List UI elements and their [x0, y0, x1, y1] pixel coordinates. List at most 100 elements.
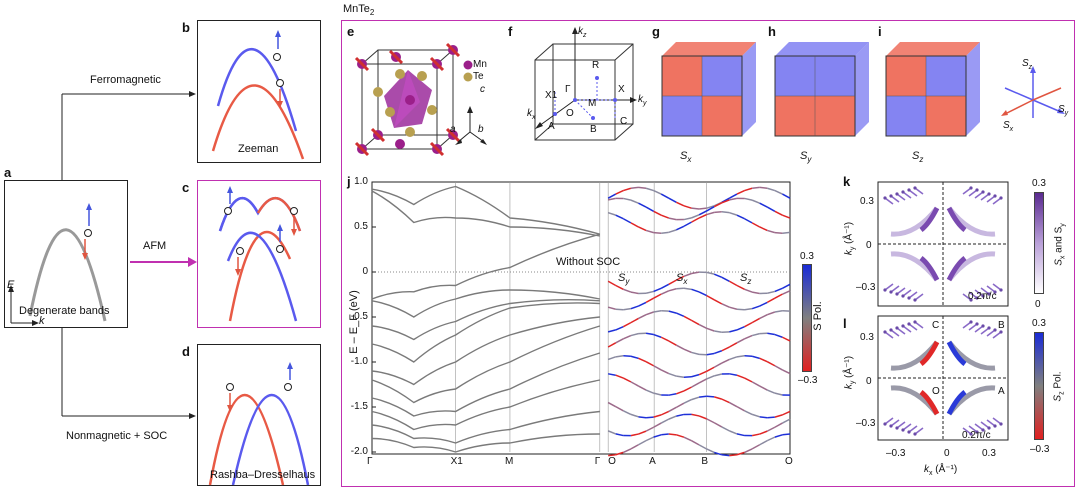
band-line-soc [691, 382, 700, 388]
band-ytick: 0 [362, 266, 368, 277]
band-line-soc [653, 189, 662, 195]
band-line-soc [691, 413, 700, 417]
texture-spin-arrow [980, 193, 990, 201]
panel-l-xtick-mid: 0 [944, 448, 950, 459]
band-line-soc [607, 356, 616, 361]
band-line-soc [645, 290, 654, 294]
band-line-soc [774, 392, 783, 396]
band-line-soc [683, 217, 692, 221]
band-line-soc [630, 317, 639, 324]
band-line-soc [622, 321, 632, 328]
band-line-soc [698, 213, 707, 219]
texture-spin-arrowhead [883, 330, 887, 334]
band-line-soc [638, 357, 647, 363]
band-line-soc [623, 448, 632, 454]
texture-spin-arrowhead [993, 328, 997, 332]
band-line-soc [759, 301, 768, 307]
panel-label-a: a [4, 165, 12, 180]
cube-front-cell [662, 56, 702, 96]
band-line-soc [638, 439, 647, 446]
band-line-soc [630, 433, 639, 437]
panel-l-xtick-left: –0.3 [886, 448, 906, 459]
band-line-soc [668, 279, 677, 285]
band-line-nosoc [371, 299, 600, 341]
band-xtick: X1 [450, 456, 463, 467]
texture-spin-arrow [890, 419, 900, 427]
band-line-soc [660, 214, 670, 219]
panel-e-axis-c: c [480, 84, 485, 95]
texture-spin-arrow [974, 191, 984, 199]
band-line-soc [782, 290, 791, 295]
band-xtick: O [608, 456, 616, 467]
band-line-soc [653, 414, 662, 418]
band-xtick: Γ [594, 456, 601, 467]
band-line-nosoc [371, 302, 600, 363]
band-line-soc [630, 291, 639, 295]
material-name: MnTe2 [343, 3, 374, 17]
band-line-soc [645, 297, 654, 304]
band-line-soc [698, 291, 707, 297]
band-line-soc [660, 290, 670, 295]
panel-f-kz: kz [578, 26, 587, 39]
panel-label-j: j [347, 174, 351, 189]
band-line-nosoc [371, 379, 600, 431]
band-line-soc [714, 210, 722, 214]
texture-spin-arrow [908, 323, 918, 331]
texture-spin-arrow [914, 293, 924, 301]
band-line-soc [744, 334, 753, 340]
panel-f-kz-sub: z [583, 32, 587, 39]
band-line-soc [744, 377, 753, 383]
band-line-soc [698, 378, 708, 384]
band-line-soc [645, 436, 654, 442]
panel-a-caption: Degenerate bands [19, 305, 110, 317]
band-line-soc [706, 294, 715, 301]
band-line-soc [660, 283, 670, 289]
band-line-soc [751, 413, 760, 418]
band-line-soc [774, 422, 783, 428]
texture-spin-arrow [968, 425, 978, 433]
band-line-soc [706, 418, 715, 424]
panel-e-legend-mn: Mn [473, 59, 487, 70]
panel-k-colorbar [1034, 192, 1044, 294]
band-line-soc [774, 231, 783, 235]
band-line-soc [691, 288, 700, 293]
band-line-soc [721, 358, 730, 364]
cube-i-label-text: S [912, 150, 920, 162]
texture-spin-arrowhead [981, 324, 985, 328]
band-line-soc [729, 193, 738, 199]
band-line-soc [782, 369, 791, 375]
texture-spin-arrowhead [913, 432, 917, 436]
panel-f-kx: kx [527, 108, 536, 121]
texture-spin-arrow [884, 197, 894, 205]
band-line-soc [751, 305, 760, 310]
band-line-soc [721, 276, 730, 282]
texture-spin-arrowhead [913, 186, 917, 190]
texture-spin-arrowhead [999, 422, 1003, 426]
cube-front-cell [662, 96, 702, 136]
panel-d-diagram [208, 362, 310, 486]
panel-l-cbar-sub: z [1058, 391, 1066, 395]
cube-i-label-sub: z [919, 155, 924, 165]
band-line-soc [729, 373, 738, 376]
band-line-soc [630, 355, 639, 360]
arrow-label-nonmagnetic: Nonmagnetic + SOC [66, 430, 168, 442]
band-line-soc [683, 398, 692, 404]
texture-spin-arrow [980, 421, 990, 429]
band-line-soc [676, 375, 685, 379]
texture-spin-arrowhead [981, 294, 985, 298]
band-cbar-label: S Pol. [812, 301, 824, 331]
band-line-soc [698, 323, 707, 329]
band-line-soc [691, 440, 700, 446]
texture-spin-arrowhead [895, 292, 899, 296]
spin-axis-sx: Sx [1003, 120, 1013, 133]
texture-spin-arrow [896, 327, 906, 335]
texture-spin-arrowhead [999, 196, 1003, 200]
band-line-soc [676, 434, 685, 438]
panel-c-box [197, 180, 321, 328]
texture-spin-arrowhead [999, 288, 1003, 292]
panel-f-kx-text: k [527, 108, 532, 119]
band-line-soc [736, 374, 745, 379]
band-line-soc [759, 202, 768, 208]
panel-k-cbar-label-s1: S [1053, 259, 1065, 266]
texture-spin-arrowhead [969, 298, 973, 302]
